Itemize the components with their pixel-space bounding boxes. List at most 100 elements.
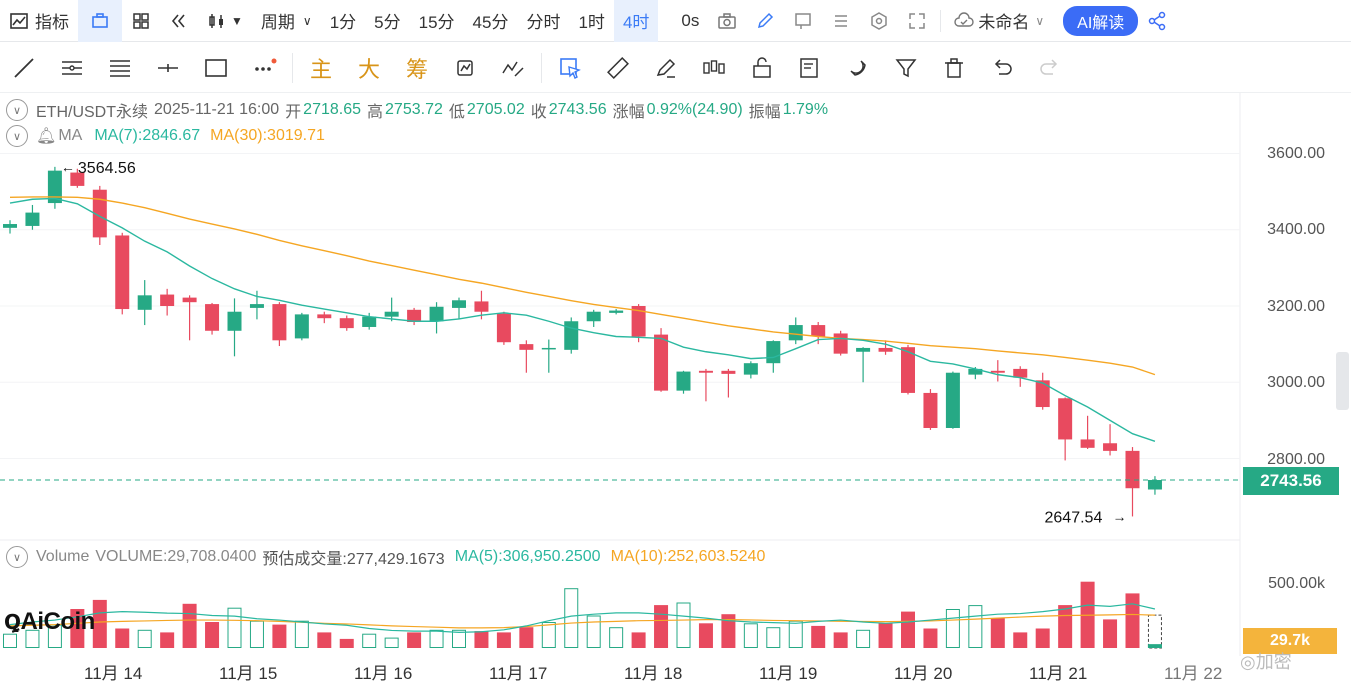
rectangle-tool[interactable] — [192, 43, 240, 93]
list-button[interactable] — [822, 0, 860, 42]
layout-name-dropdown[interactable]: 未命名 ∨ — [945, 0, 1053, 42]
axis-scroll-handle[interactable] — [1336, 352, 1349, 410]
interval-45m[interactable]: 45分 — [472, 13, 509, 32]
horizontal-line-tool[interactable] — [144, 43, 192, 93]
candle-body — [47, 170, 62, 204]
edit-button[interactable] — [746, 0, 784, 42]
interval-4h[interactable]: 4时 — [613, 0, 659, 42]
ai-analysis-button[interactable]: AI解读 — [1063, 5, 1139, 36]
compare-button[interactable] — [441, 43, 489, 93]
volume-estimate-bar — [1147, 614, 1162, 649]
interval-1m[interactable]: 1分 — [329, 13, 357, 32]
candle-body — [317, 314, 332, 319]
price-tick: 3200.00 — [1267, 298, 1325, 315]
filter-icon — [895, 58, 917, 77]
filter-tool[interactable] — [882, 43, 930, 93]
interval-1h[interactable]: 1时 — [578, 13, 605, 32]
grid-icon — [133, 12, 149, 29]
interval-timeline[interactable]: 分时 — [526, 13, 561, 32]
ruler-icon — [607, 56, 629, 79]
note-button[interactable] — [784, 0, 822, 42]
fib-tool[interactable] — [96, 43, 144, 93]
logo-text: AiCoin — [20, 608, 96, 635]
indicators-button[interactable]: 指标 — [0, 0, 78, 42]
replay-button[interactable] — [160, 0, 198, 42]
main-chart-button[interactable]: 主 — [309, 56, 332, 82]
lock-tool[interactable] — [738, 43, 786, 93]
share-button[interactable] — [1138, 0, 1176, 42]
candle-body — [945, 372, 960, 428]
period-dropdown[interactable]: 周期 ∨ — [252, 0, 321, 42]
redo-button[interactable] — [1026, 43, 1074, 93]
interval-5m[interactable]: 5分 — [374, 13, 401, 32]
volume-bar — [3, 633, 17, 649]
volume-bar — [541, 622, 556, 648]
indicators-label: 指标 — [35, 13, 69, 32]
collapse-toggle[interactable]: ∨ — [6, 125, 28, 147]
volume-bar — [833, 632, 848, 648]
countdown-button[interactable]: 0s — [681, 10, 700, 30]
volume-bar — [452, 629, 466, 648]
layout-button[interactable] — [78, 0, 122, 42]
candle-body — [968, 368, 983, 375]
magnet-icon — [850, 59, 866, 76]
volume-bar — [160, 632, 175, 648]
undo-button[interactable] — [978, 43, 1026, 93]
select-tool[interactable] — [546, 43, 594, 93]
volume-bar — [429, 629, 444, 648]
magnet-tool[interactable] — [834, 43, 882, 93]
ruler-tool[interactable] — [594, 43, 642, 93]
collapse-toggle[interactable]: ∨ — [6, 546, 28, 568]
candle-pattern-tool[interactable] — [690, 43, 738, 93]
collapse-toggle[interactable]: ∨ — [6, 99, 28, 121]
screenshot-button[interactable] — [708, 0, 746, 42]
date-tick: 11月 18 — [624, 664, 683, 683]
briefcase-icon — [92, 12, 108, 28]
divider — [940, 9, 942, 32]
share-icon — [1149, 11, 1166, 30]
volume-bar — [1035, 628, 1050, 648]
delete-tool[interactable] — [930, 43, 978, 93]
chart-type-button[interactable]: ▼ — [198, 0, 252, 42]
fullscreen-button[interactable] — [898, 0, 936, 42]
candle-body — [519, 344, 534, 350]
interval-15m[interactable]: 15分 — [418, 13, 455, 32]
price-tick: 3600.00 — [1267, 145, 1325, 162]
template-tool[interactable] — [786, 43, 834, 93]
indicator-edit-button[interactable] — [489, 43, 537, 93]
volume-bar — [676, 602, 691, 648]
date-tick: 11月 16 — [354, 664, 413, 683]
trendline-tool[interactable] — [0, 43, 48, 93]
volume-bar — [654, 605, 669, 648]
price-axis[interactable]: 3600.00 3400.00 3200.00 3000.00 2800.00 … — [1240, 93, 1351, 687]
candle-body — [272, 304, 287, 341]
pencil-icon — [758, 12, 774, 28]
settings-button[interactable] — [860, 0, 898, 42]
period-label: 周期 — [260, 13, 295, 32]
cloud-check-icon — [954, 11, 975, 27]
volume-bar — [698, 623, 713, 648]
bell-icon[interactable]: 🔔︎ — [36, 128, 57, 145]
date-tick: 11月 21 — [1029, 664, 1088, 683]
volume-bar — [788, 620, 803, 649]
parallel-lines-tool[interactable] — [48, 43, 96, 93]
redo-icon — [1040, 58, 1058, 75]
grid-button[interactable] — [122, 0, 160, 42]
volume-bar — [945, 609, 960, 648]
big-order-button[interactable]: 大 — [357, 56, 380, 82]
volume-bar — [1058, 605, 1073, 648]
brush-tool[interactable] — [642, 43, 690, 93]
high-arrow-icon: ← — [61, 159, 75, 175]
candle-body — [654, 334, 669, 391]
candle-body — [160, 294, 175, 306]
ma-legend: ∨ 🔔︎ MA MA(7):2846.67 MA(30):3019.71 — [6, 125, 331, 147]
chip-distribution-button[interactable]: 筹 — [405, 56, 428, 82]
aicoin-logo: ꝖAiCoin — [4, 608, 95, 636]
ma-name: MA — [58, 127, 83, 144]
candle-body — [609, 310, 624, 313]
candle-body — [137, 295, 152, 310]
candle-body — [362, 316, 377, 327]
more-tools-button[interactable] — [240, 43, 288, 93]
volume-bar — [609, 627, 624, 649]
candle-body — [833, 333, 848, 354]
